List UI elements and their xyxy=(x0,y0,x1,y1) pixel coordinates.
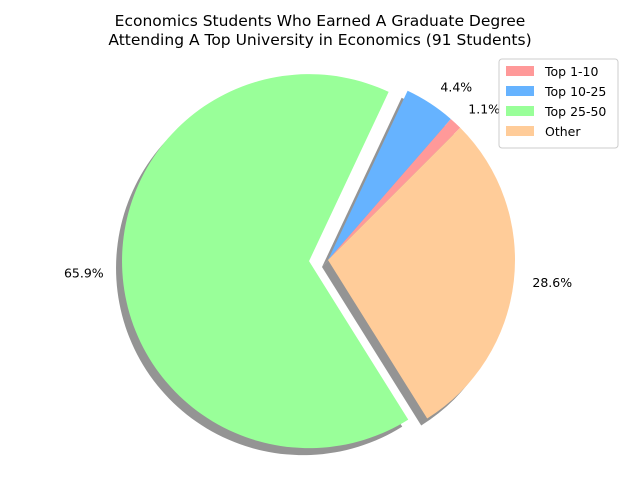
pct-label-top-25-50: 65.9% xyxy=(64,265,104,280)
slice-top-1-10 xyxy=(328,118,461,260)
legend-frame xyxy=(498,58,619,149)
legend-swatch-other xyxy=(506,126,534,136)
legend-swatch-top-25-50 xyxy=(506,106,534,116)
pct-label-other: 28.6% xyxy=(532,275,572,290)
legend-label-other: Other xyxy=(545,124,581,139)
legend-label-top-10-25: Top 10-25 xyxy=(544,84,606,99)
legend: Top 1-10 Top 10-25 Top 25-50 Other xyxy=(498,58,619,149)
pct-label-top-1-10: 1.1% xyxy=(468,102,500,117)
pie-labels: 1.1% 4.4% 65.9% 28.6% xyxy=(64,80,572,291)
legend-swatch-top-1-10 xyxy=(506,66,534,76)
chart-title-line-2: Attending A Top University in Economics … xyxy=(108,31,531,49)
slice-other xyxy=(328,127,516,419)
pct-label-top-10-25: 4.4% xyxy=(440,80,472,95)
pie-slices xyxy=(122,74,516,449)
chart-title: Economics Students Who Earned A Graduate… xyxy=(108,12,531,49)
legend-swatch-top-10-25 xyxy=(506,86,534,96)
slice-top-10-25 xyxy=(328,90,451,260)
legend-label-top-1-10: Top 1-10 xyxy=(544,64,598,79)
chart-title-line-1: Economics Students Who Earned A Graduate… xyxy=(115,12,526,30)
slice-top-25-50 xyxy=(122,74,409,449)
legend-label-top-25-50: Top 25-50 xyxy=(544,104,606,119)
